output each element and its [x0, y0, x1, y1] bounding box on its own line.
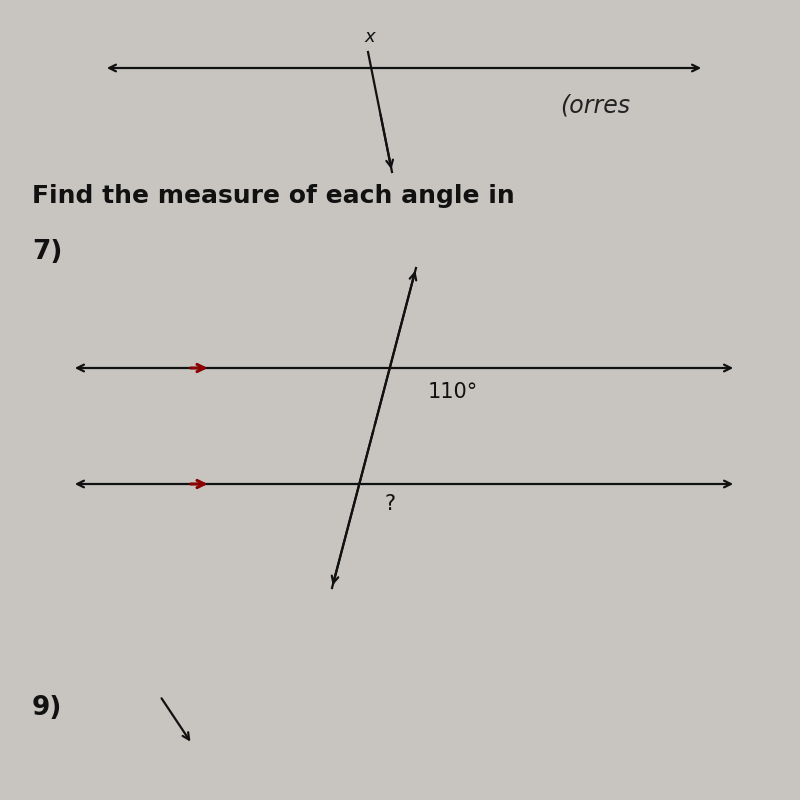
Text: ?: ?	[384, 494, 395, 514]
Text: x: x	[364, 29, 374, 46]
Text: 7): 7)	[32, 239, 62, 265]
Text: (orres: (orres	[560, 94, 630, 118]
Text: 9): 9)	[32, 695, 62, 721]
Text: Find the measure of each angle in: Find the measure of each angle in	[32, 184, 514, 208]
Text: 110°: 110°	[428, 382, 478, 402]
